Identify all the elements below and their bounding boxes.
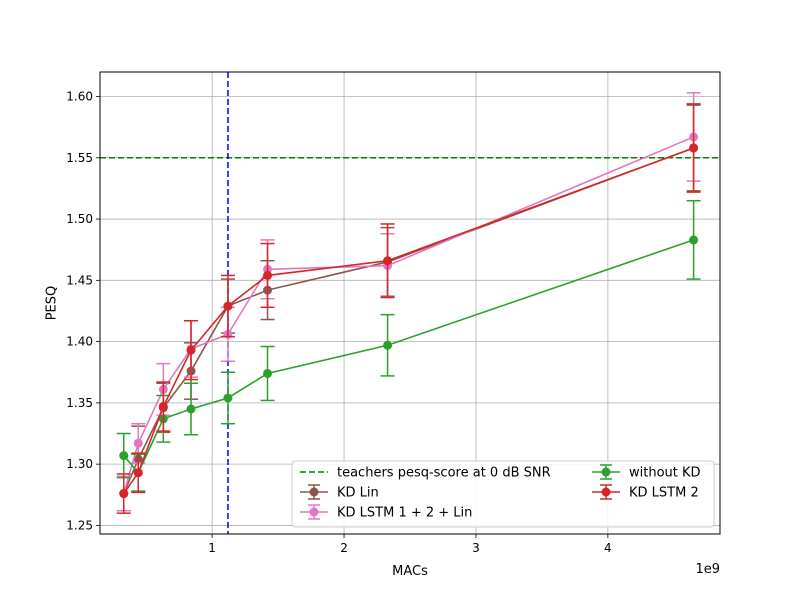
data-point xyxy=(186,404,196,414)
legend-entry: KD LSTM 2 xyxy=(592,484,699,501)
legend-swatch-marker xyxy=(601,487,611,497)
legend-swatch-marker xyxy=(309,507,319,517)
y-tick-label: 1.55 xyxy=(66,151,93,165)
y-tick-label: 1.35 xyxy=(66,396,93,410)
legend: teachers pesq-score at 0 dB SNR KD Lin KD … xyxy=(291,460,715,528)
axis-ticks: 1 2 3 4 1.25 1.30 1.35 1.40 1.45 1.50 1.55 1.60 xyxy=(66,90,611,555)
legend-label: teachers pesq-score at 0 dB SNR xyxy=(337,466,551,481)
data-point xyxy=(119,451,129,461)
data-point xyxy=(133,468,143,478)
data-point xyxy=(263,270,273,280)
y-tick-label: 1.30 xyxy=(66,457,93,471)
x-tick-label: 2 xyxy=(340,541,348,555)
legend-swatch-marker xyxy=(601,467,611,477)
y-tick-label: 1.60 xyxy=(66,90,93,104)
series-3 xyxy=(116,103,701,514)
x-tick-label: 1 xyxy=(208,541,216,555)
data-point xyxy=(383,340,393,350)
legend-label: KD Lin xyxy=(337,486,379,501)
data-point xyxy=(223,301,233,311)
series-0 xyxy=(116,104,701,512)
series-2 xyxy=(116,199,701,492)
data-point xyxy=(158,402,168,412)
x-tick-label: 3 xyxy=(472,541,480,555)
legend-box xyxy=(291,460,715,528)
data-point xyxy=(119,489,129,499)
x-tick-label: 4 xyxy=(604,541,612,555)
series-layer xyxy=(116,92,701,514)
series-line xyxy=(123,147,694,495)
legend-entry: without KD xyxy=(592,464,701,481)
legend-label: KD LSTM 1 + 2 + Lin xyxy=(337,506,472,521)
data-point xyxy=(133,438,143,448)
y-tick-label: 1.25 xyxy=(66,518,93,532)
data-point xyxy=(223,393,233,403)
y-tick-label: 1.45 xyxy=(66,273,93,287)
x-axis-label: MACs xyxy=(392,564,428,579)
data-point xyxy=(263,368,273,378)
legend-entry: KD Lin xyxy=(300,484,379,501)
legend-label: without KD xyxy=(629,466,701,481)
data-point xyxy=(689,143,699,153)
data-point xyxy=(383,256,393,266)
x-offset-label: 1e9 xyxy=(695,562,720,577)
series-line xyxy=(122,136,694,494)
legend-entry: teachers pesq-score at 0 dB SNR xyxy=(300,466,551,481)
data-point xyxy=(689,235,699,245)
y-tick-label: 1.50 xyxy=(66,212,93,226)
y-axis-label: PESQ xyxy=(45,286,60,321)
legend-label: KD LSTM 2 xyxy=(629,486,699,501)
series-1 xyxy=(116,92,701,512)
legend-entry: KD LSTM 1 + 2 + Lin xyxy=(300,504,472,521)
legend-swatch-marker xyxy=(309,487,319,497)
y-tick-label: 1.40 xyxy=(66,335,93,349)
plot-frame xyxy=(99,71,721,535)
data-point xyxy=(186,345,196,355)
